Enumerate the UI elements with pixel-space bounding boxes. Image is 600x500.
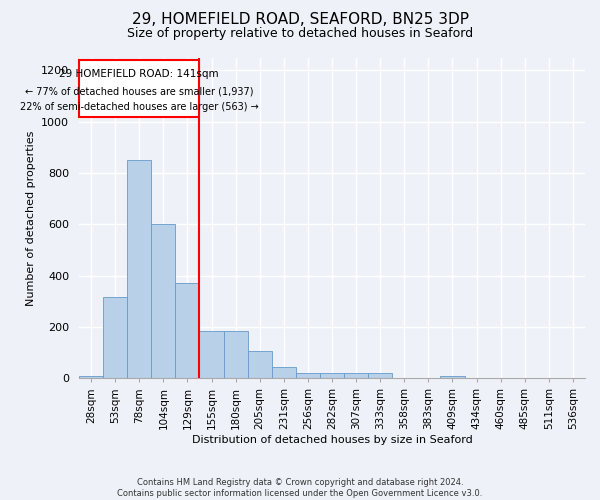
Text: 29, HOMEFIELD ROAD, SEAFORD, BN25 3DP: 29, HOMEFIELD ROAD, SEAFORD, BN25 3DP <box>131 12 469 28</box>
FancyBboxPatch shape <box>79 60 199 116</box>
Bar <box>103 298 127 378</box>
Bar <box>199 331 224 378</box>
Text: 22% of semi-detached houses are larger (563) →: 22% of semi-detached houses are larger (… <box>20 102 259 112</box>
Bar <box>224 331 248 378</box>
Text: Contains HM Land Registry data © Crown copyright and database right 2024.
Contai: Contains HM Land Registry data © Crown c… <box>118 478 482 498</box>
Bar <box>79 376 103 378</box>
Text: Size of property relative to detached houses in Seaford: Size of property relative to detached ho… <box>127 28 473 40</box>
Text: ← 77% of detached houses are smaller (1,937): ← 77% of detached houses are smaller (1,… <box>25 86 254 96</box>
Bar <box>175 284 199 378</box>
X-axis label: Distribution of detached houses by size in Seaford: Distribution of detached houses by size … <box>191 435 472 445</box>
Text: 29 HOMEFIELD ROAD: 141sqm: 29 HOMEFIELD ROAD: 141sqm <box>59 69 219 79</box>
Y-axis label: Number of detached properties: Number of detached properties <box>26 130 35 306</box>
Bar <box>344 373 368 378</box>
Bar <box>320 373 344 378</box>
Bar <box>127 160 151 378</box>
Bar <box>368 373 392 378</box>
Bar <box>272 366 296 378</box>
Bar <box>248 352 272 378</box>
Bar <box>440 376 464 378</box>
Bar <box>151 224 175 378</box>
Bar <box>296 373 320 378</box>
